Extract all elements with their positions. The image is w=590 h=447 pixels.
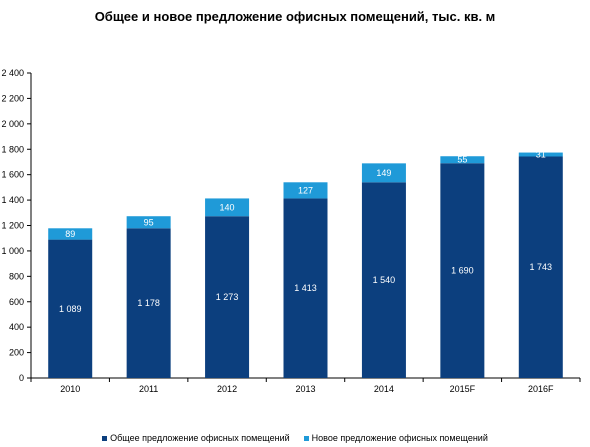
data-label-total: 1 273 — [216, 292, 239, 302]
y-tick-label: 2 200 — [1, 93, 24, 103]
y-tick-label: 2 400 — [1, 68, 24, 78]
y-tick-label: 400 — [9, 322, 24, 332]
bar-total — [126, 228, 171, 378]
x-tick-label: 2012 — [217, 384, 237, 394]
legend-item-new: Новое предложение офисных помещений — [303, 433, 488, 443]
x-tick-label: 2014 — [374, 384, 394, 394]
bar-total — [48, 239, 93, 378]
data-label-new: 89 — [65, 229, 75, 239]
bar-new — [205, 198, 250, 217]
data-label-total: 1 690 — [451, 266, 474, 276]
y-tick-label: 1 600 — [1, 170, 24, 180]
x-tick-label: 2015F — [450, 384, 476, 394]
y-tick-label: 1 400 — [1, 195, 24, 205]
bar-new — [48, 228, 93, 240]
legend-swatch-total — [102, 435, 108, 441]
data-label-total: 1 540 — [373, 275, 396, 285]
data-label-new: 95 — [144, 217, 154, 227]
data-label-new: 55 — [457, 155, 467, 165]
bar-new — [518, 152, 563, 157]
bar-total — [283, 198, 328, 378]
y-tick-label: 0 — [19, 373, 24, 383]
y-tick-label: 800 — [9, 271, 24, 281]
x-tick-label: 2013 — [295, 384, 315, 394]
data-label-total: 1 089 — [59, 304, 82, 314]
y-tick-label: 1 800 — [1, 144, 24, 154]
x-tick-label: 2010 — [60, 384, 80, 394]
legend-swatch-new — [303, 435, 309, 441]
legend-label-total: Общее предложение офисных помещений — [110, 433, 290, 443]
data-label-new: 140 — [220, 202, 235, 212]
data-label-new: 149 — [376, 168, 391, 178]
legend-label-new: Новое предложение офисных помещений — [311, 433, 488, 443]
y-tick-label: 2 000 — [1, 119, 24, 129]
chart-legend: Общее предложение офисных помещений Ново… — [0, 433, 590, 443]
data-label-total: 1 743 — [530, 262, 553, 272]
y-tick-label: 600 — [9, 297, 24, 307]
y-tick-label: 1 200 — [1, 221, 24, 231]
chart-title: Общее и новое предложение офисных помеще… — [94, 9, 496, 24]
bar-total — [205, 216, 250, 378]
bar-new — [126, 216, 171, 229]
y-tick-label: 1 000 — [1, 246, 24, 256]
bar-new — [440, 156, 485, 164]
bar-total — [440, 163, 485, 378]
bar-new — [361, 163, 406, 183]
x-tick-label: 2016F — [528, 384, 554, 394]
bar-new — [283, 182, 328, 199]
y-tick-label: 200 — [9, 348, 24, 358]
data-label-total: 1 178 — [137, 298, 160, 308]
bar-total — [361, 182, 406, 378]
legend-item-total: Общее предложение офисных помещений — [102, 433, 290, 443]
data-label-new: 127 — [298, 185, 313, 195]
data-label-new: 31 — [536, 150, 546, 160]
data-label-total: 1 413 — [294, 283, 317, 293]
x-tick-label: 2011 — [139, 384, 158, 394]
bar-total — [518, 156, 563, 378]
